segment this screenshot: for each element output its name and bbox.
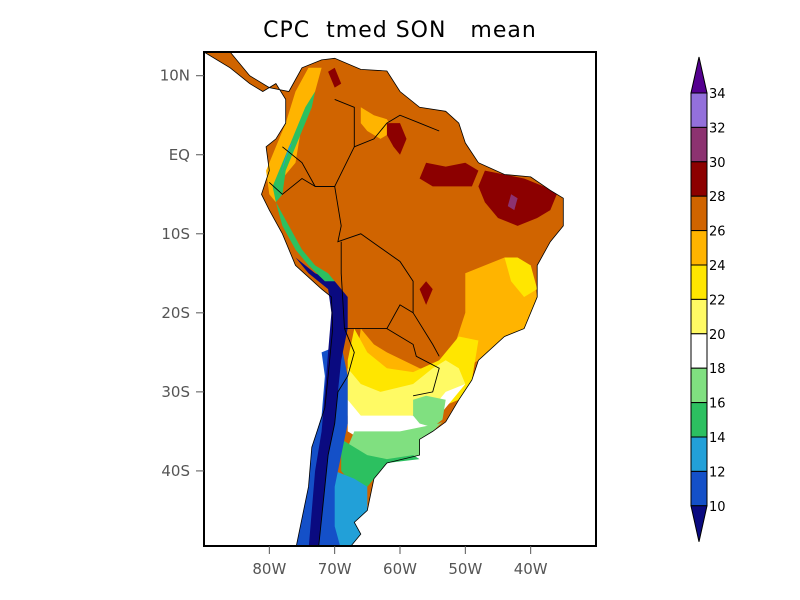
country-border	[318, 328, 355, 546]
lon-tick-label: 70W	[318, 560, 352, 578]
colorbar-label: 28	[709, 190, 726, 205]
lat-tick-label: 10S	[161, 225, 190, 243]
zone-14-16	[341, 439, 420, 487]
zone-28-30-south	[419, 281, 433, 305]
lat-tick-label: 20S	[161, 304, 190, 322]
colorbar-label: 18	[709, 362, 726, 377]
colorbar-segment	[690, 298, 708, 335]
lon-tick-label: 50W	[448, 560, 482, 578]
colorbar-segment	[690, 126, 708, 163]
longitude-axis: 80W 70W 60W 50W 40W	[252, 546, 548, 578]
zone-28-30-ne	[478, 170, 557, 226]
colorbar-label: 32	[709, 121, 726, 136]
country-border	[340, 241, 414, 330]
colorbar-label: 20	[709, 328, 726, 343]
map-title: CPC tmed SON mean	[263, 18, 537, 43]
colorbar-segment	[690, 367, 708, 404]
colorbar-segment	[690, 436, 708, 472]
colorbar-segment	[690, 92, 708, 128]
colorbar-segment	[690, 230, 708, 266]
andes-north-14-16	[272, 91, 316, 203]
colorbar-label: 34	[709, 87, 726, 102]
lat-tick-label: 40S	[161, 462, 190, 480]
colorbar-label: 30	[709, 156, 726, 171]
colorbar-label: 24	[709, 259, 726, 274]
colorbar-label: 14	[709, 431, 726, 446]
zone-below-10	[295, 257, 348, 546]
zone-18-20	[347, 384, 466, 440]
colorbar: 34 32 30 28 26 24 22 20 18 16 14 12 10	[690, 56, 726, 542]
colorbar-label: 26	[709, 225, 726, 240]
colorbar-label: 10	[709, 500, 726, 515]
colorbar-over-arrow	[690, 56, 708, 94]
lat-tick-label: 30S	[161, 383, 190, 401]
country-border	[315, 185, 440, 357]
zone-30-32	[507, 194, 518, 211]
zone-22-24-ne	[504, 257, 538, 297]
latitude-axis: 10N EQ 10S 20S 30S 40S	[160, 67, 204, 480]
zone-16-18	[347, 421, 443, 463]
lon-tick-label: 40W	[514, 560, 548, 578]
colorbar-segment	[690, 333, 708, 369]
zone-28-30-amazon	[419, 162, 479, 187]
colorbar-label: 12	[709, 465, 726, 480]
colorbar-label: 16	[709, 397, 726, 412]
lat-tick-label: 10N	[160, 67, 190, 85]
zone-28-30-venezuela	[328, 67, 342, 88]
zone-24-26-north	[360, 107, 394, 139]
lat-tick-label: EQ	[169, 146, 190, 164]
lon-tick-label: 80W	[252, 560, 286, 578]
temperature-field	[204, 52, 564, 546]
colorbar-segment	[690, 264, 708, 300]
lon-tick-label: 60W	[383, 560, 417, 578]
zone-28-30-guiana	[386, 123, 407, 155]
colorbar-label: 22	[709, 293, 726, 308]
country-border	[282, 98, 355, 187]
colorbar-segment	[690, 402, 708, 438]
coastline	[204, 52, 564, 546]
colorbar-segment	[690, 161, 708, 197]
country-border	[268, 177, 316, 195]
zone-16-18-uruguay	[413, 395, 446, 428]
country-border	[386, 328, 440, 397]
country-border	[354, 114, 440, 148]
colorbar-segment	[690, 470, 708, 507]
colorbar-segment	[690, 195, 708, 232]
colorbar-under-arrow	[690, 505, 708, 542]
